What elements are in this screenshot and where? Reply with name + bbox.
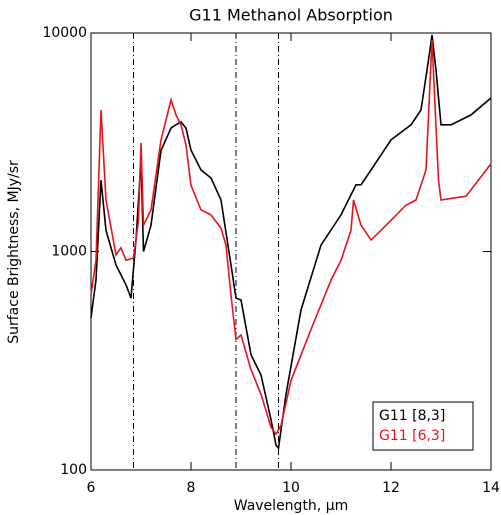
x-tick-label: 14 <box>482 480 500 496</box>
x-tick-label: 8 <box>187 480 196 496</box>
x-tick-label: 10 <box>282 480 300 496</box>
data-line <box>90 34 492 451</box>
legend-box <box>372 401 474 451</box>
legend-label: G11 [8,3] <box>379 408 445 424</box>
y-axis-label: Surface Brightness, MJy/sr <box>6 160 22 344</box>
y-tick-label: 10000 <box>42 25 87 41</box>
x-tick-label: 6 <box>87 480 96 496</box>
data-line <box>90 39 492 436</box>
y-tick-label: 100 <box>60 462 87 478</box>
legend-label: G11 [6,3] <box>379 428 445 444</box>
y-tick-label: 1000 <box>51 244 87 260</box>
chart-title: G11 Methanol Absorption <box>189 6 393 25</box>
x-tick-label: 12 <box>382 480 400 496</box>
x-axis-label: Wavelength, μm <box>234 498 349 514</box>
